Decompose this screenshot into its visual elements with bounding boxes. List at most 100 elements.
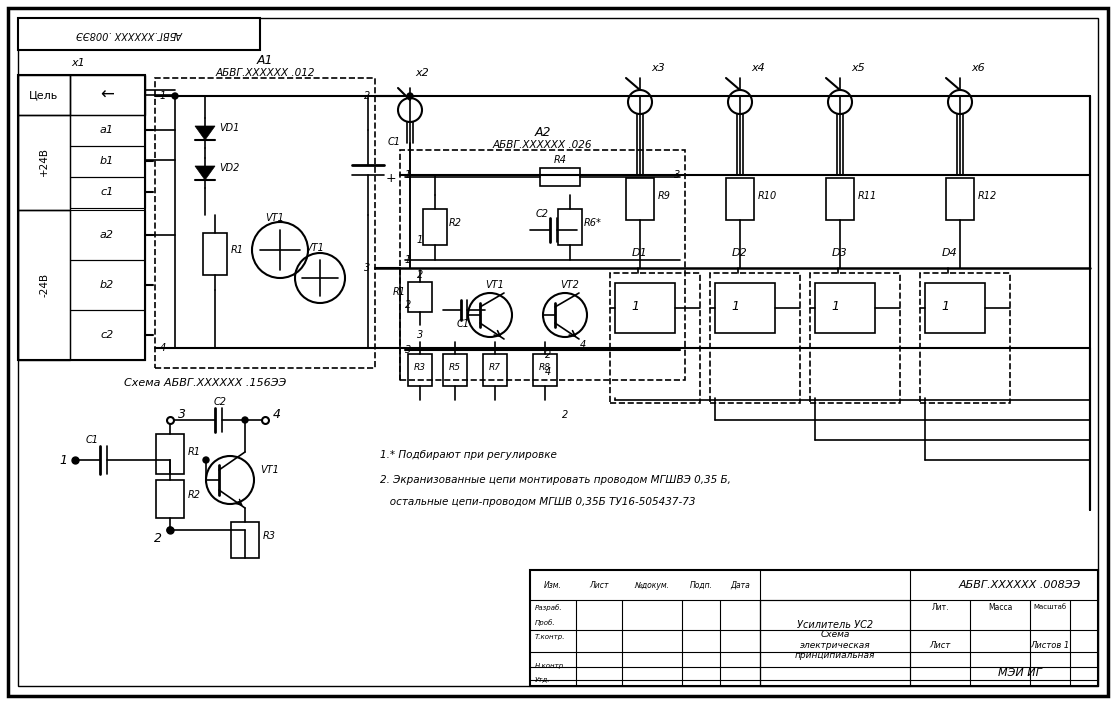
- Text: 1: 1: [941, 299, 949, 313]
- Text: R10: R10: [758, 191, 777, 201]
- Text: x1: x1: [71, 58, 85, 68]
- Bar: [483, 354, 507, 386]
- Text: 1: 1: [417, 235, 423, 245]
- Polygon shape: [195, 126, 215, 140]
- Text: a2: a2: [100, 230, 114, 240]
- Text: R1: R1: [187, 447, 201, 457]
- Polygon shape: [195, 166, 215, 180]
- Text: Масштаб: Масштаб: [1033, 604, 1067, 610]
- Text: АБВГ.XXXXXX .008ЭЭ: АБВГ.XXXXXX .008ЭЭ: [959, 580, 1081, 590]
- Bar: [70, 310, 145, 360]
- Text: 2: 2: [417, 270, 423, 280]
- Text: АБВГ.XXXXXX .026: АБВГ.XXXXXX .026: [493, 140, 593, 150]
- Bar: [626, 178, 654, 220]
- Text: Н.контр.: Н.контр.: [535, 663, 567, 669]
- Bar: [156, 434, 184, 474]
- Bar: [558, 209, 583, 245]
- Bar: [810, 273, 899, 403]
- Circle shape: [203, 457, 209, 463]
- Text: R11: R11: [858, 191, 877, 201]
- Text: -24В: -24В: [39, 273, 49, 297]
- Bar: [203, 233, 227, 275]
- Text: Изм.: Изм.: [545, 581, 562, 589]
- Text: Масса: Масса: [988, 603, 1012, 612]
- Text: 1: 1: [831, 299, 839, 313]
- Text: Цель: Цель: [29, 90, 59, 100]
- Text: А2: А2: [535, 125, 551, 139]
- Bar: [443, 354, 466, 386]
- Text: Схема АБВГ.XXXXXX .156ЭЭ: Схема АБВГ.XXXXXX .156ЭЭ: [124, 378, 286, 388]
- Text: VD2: VD2: [219, 163, 239, 173]
- Text: D1: D1: [632, 248, 648, 258]
- Text: 2: 2: [405, 300, 411, 310]
- Text: Разраб.: Разраб.: [535, 605, 562, 611]
- Bar: [715, 283, 775, 333]
- Text: Проб.: Проб.: [535, 620, 556, 627]
- Bar: [155, 78, 375, 368]
- Text: R5: R5: [449, 363, 461, 372]
- Text: C2: C2: [213, 397, 227, 407]
- Bar: [18, 75, 70, 115]
- Text: R2: R2: [187, 490, 201, 500]
- Bar: [815, 283, 875, 333]
- Text: R12: R12: [978, 191, 998, 201]
- Bar: [710, 273, 800, 403]
- Bar: [423, 209, 448, 245]
- Text: R1: R1: [231, 245, 244, 255]
- Text: 2. Экранизованные цепи монтировать проводом МГШВЭ 0,35 Б,: 2. Экранизованные цепи монтировать прово…: [381, 475, 731, 485]
- Text: Лит.: Лит.: [931, 603, 949, 612]
- Text: 2: 2: [545, 350, 551, 360]
- Text: Т.контр.: Т.контр.: [535, 634, 566, 640]
- Text: 4: 4: [545, 367, 551, 377]
- Bar: [231, 522, 259, 558]
- Text: 1: 1: [405, 170, 411, 180]
- Bar: [70, 146, 145, 177]
- Text: АБВГ.XXXXXX .012: АБВГ.XXXXXX .012: [215, 68, 315, 78]
- Text: Дата: Дата: [730, 581, 750, 589]
- Bar: [70, 75, 145, 115]
- Bar: [18, 18, 260, 50]
- Text: x6: x6: [971, 63, 985, 73]
- Text: VT1: VT1: [306, 243, 325, 253]
- Text: D2: D2: [732, 248, 748, 258]
- Text: +24В: +24В: [39, 148, 49, 177]
- Text: VT2: VT2: [560, 280, 579, 290]
- Text: 1: 1: [59, 453, 67, 467]
- Text: VT1: VT1: [260, 465, 279, 475]
- Bar: [540, 168, 580, 186]
- Text: 3: 3: [417, 330, 423, 340]
- Text: R1: R1: [393, 287, 406, 297]
- Text: МЭИ ИГ: МЭИ ИГ: [998, 668, 1042, 678]
- Text: АБВГ.XXXXXX .008ЭЭ: АБВГ.XXXXXX .008ЭЭ: [77, 29, 183, 39]
- Text: R2: R2: [449, 218, 462, 228]
- Bar: [408, 354, 432, 386]
- Text: 3: 3: [364, 263, 371, 273]
- Text: VT1: VT1: [485, 280, 504, 290]
- Text: b2: b2: [99, 280, 114, 290]
- Bar: [760, 600, 910, 686]
- Circle shape: [407, 93, 413, 99]
- Text: +: +: [386, 172, 396, 184]
- Text: R8: R8: [539, 363, 551, 372]
- Bar: [70, 177, 145, 208]
- Text: 2: 2: [364, 91, 371, 101]
- Bar: [920, 273, 1010, 403]
- Text: x5: x5: [852, 63, 865, 73]
- Bar: [18, 115, 70, 210]
- Text: Утд.: Утд.: [535, 676, 550, 682]
- Text: R7: R7: [489, 363, 501, 372]
- Text: R9: R9: [658, 191, 671, 201]
- Text: 1: 1: [405, 255, 411, 265]
- Text: 2: 2: [154, 532, 162, 544]
- Bar: [530, 570, 1098, 686]
- Bar: [615, 283, 675, 333]
- Text: 1.* Подбирают при регулировке: 1.* Подбирают при регулировке: [381, 450, 557, 460]
- Bar: [18, 75, 145, 360]
- Bar: [18, 210, 70, 360]
- Text: 3: 3: [674, 170, 680, 180]
- Bar: [70, 260, 145, 310]
- Text: ←: ←: [100, 86, 114, 104]
- Circle shape: [242, 417, 248, 423]
- Text: 2: 2: [561, 410, 568, 420]
- Text: VT1: VT1: [266, 213, 285, 223]
